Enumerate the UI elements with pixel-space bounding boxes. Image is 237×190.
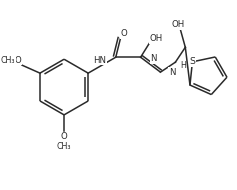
Text: S: S [189, 57, 195, 66]
Text: H: H [180, 61, 186, 70]
Text: HN: HN [93, 56, 106, 65]
Text: O: O [120, 29, 127, 38]
Text: OH: OH [150, 34, 163, 43]
Text: O: O [61, 132, 68, 141]
Text: CH₃: CH₃ [57, 142, 71, 151]
Text: OH: OH [172, 20, 185, 29]
Text: N: N [169, 68, 175, 77]
Text: CH₃: CH₃ [1, 56, 15, 65]
Text: O: O [15, 56, 22, 65]
Text: N: N [150, 54, 157, 63]
